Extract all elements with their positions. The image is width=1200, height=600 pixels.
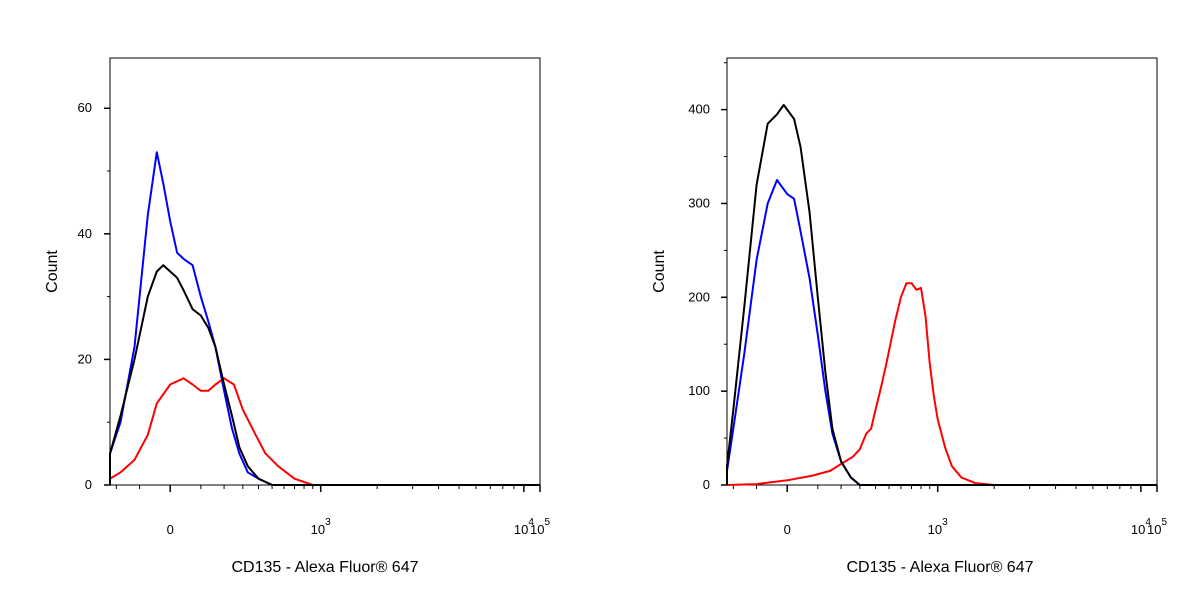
x-tick-label: 0 [167, 522, 174, 537]
histogram-line-red [109, 377, 540, 486]
x-tick-label: 103 [928, 517, 948, 537]
x-tick-label: 103 [311, 517, 331, 537]
y-tick-label: 60 [78, 100, 92, 115]
y-tick-label: 0 [703, 477, 710, 492]
histogram-line-black [726, 103, 1157, 486]
y-tick-label: 400 [688, 102, 710, 117]
y-tick-label: 200 [688, 289, 710, 304]
plot-frame [726, 57, 1158, 486]
histogram-line-black [109, 264, 540, 486]
y-tick-label: 20 [78, 351, 92, 366]
x-tick-label: 0 [784, 522, 791, 537]
histogram-line-red [726, 282, 1157, 486]
x-axis-title: CD135 - Alexa Fluor® 647 [847, 559, 1034, 576]
histogram-line-blue [109, 151, 540, 486]
y-tick-label: 40 [78, 226, 92, 241]
y-axis-title: Count [44, 250, 61, 293]
y-tick-label: 0 [85, 477, 92, 492]
plot-frame [109, 57, 541, 486]
y-tick-label: 300 [688, 195, 710, 210]
x-axis-title: CD135 - Alexa Fluor® 647 [232, 559, 419, 576]
y-axis-title: Count [651, 250, 668, 293]
y-tick-label: 100 [688, 383, 710, 398]
